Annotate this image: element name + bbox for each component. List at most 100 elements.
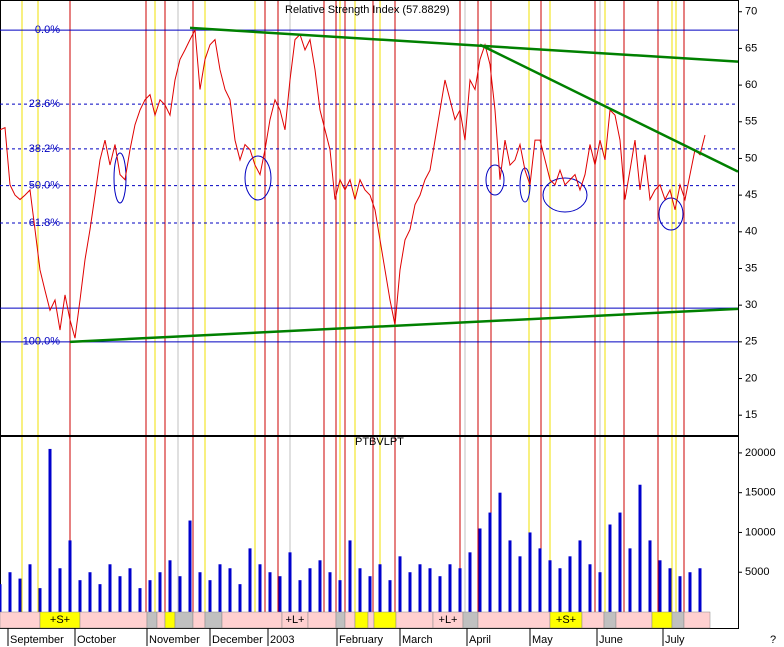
fib-label: 50.0% [29, 179, 60, 191]
trend-line [69, 307, 739, 344]
y-tick-label: 15000 [745, 487, 776, 499]
volume-bar [318, 560, 322, 612]
y-tick-label: 70 [745, 6, 757, 18]
volume-bar [48, 448, 52, 612]
signal-segment [156, 611, 166, 629]
y-tick-label: 50 [745, 152, 757, 164]
y-tick-label: 20 [745, 372, 757, 384]
y-tick-label: 10000 [745, 526, 776, 538]
volume-bar [348, 540, 352, 612]
y-tick-label: 45 [745, 189, 757, 201]
fib-label: 100.0% [23, 336, 61, 348]
volume-bar [638, 484, 642, 612]
volume-bar [498, 492, 502, 612]
volume-bar [388, 580, 392, 612]
volume-bar [178, 576, 182, 612]
signal-segment [477, 611, 551, 629]
x-tick-label: May [532, 634, 553, 646]
volume-bar [548, 560, 552, 612]
signal-segment [367, 611, 375, 629]
volume-bar [648, 540, 652, 612]
volume-bar [118, 576, 122, 612]
x-tick-label: July [665, 634, 685, 646]
signal-segment [335, 611, 346, 629]
y-tick-label: 40 [745, 226, 757, 238]
volume-bar [688, 572, 692, 612]
x-tick-label: April [469, 634, 491, 646]
trend-line [479, 43, 739, 173]
volume-bar [98, 584, 102, 612]
x-tick-label: October [77, 634, 116, 646]
volume-bar [368, 576, 372, 612]
signal-segment [395, 611, 434, 629]
volume-bar [358, 568, 362, 612]
volume-bar [528, 532, 532, 612]
signal-segment [174, 611, 194, 629]
ellipse [542, 177, 588, 213]
volume-bar [138, 588, 142, 612]
y-tick-label: 15 [745, 409, 757, 421]
corner-mark: ? [770, 634, 776, 646]
y-tick-label: 65 [745, 42, 757, 54]
signal-segment [581, 611, 605, 629]
y-tick-label: 20000 [745, 447, 776, 459]
volume-bar [248, 548, 252, 612]
volume-bar [428, 568, 432, 612]
fib-label: 0.0% [35, 24, 60, 36]
volume-bar [78, 580, 82, 612]
fib-label: 61.8% [29, 217, 60, 229]
volume-bar [38, 588, 42, 612]
signal-segment [683, 611, 711, 629]
signal-segment [146, 611, 158, 629]
volume-bar [578, 540, 582, 612]
signal-segment [307, 611, 337, 629]
x-tick-label: December [212, 634, 263, 646]
signal-segment [603, 611, 617, 629]
ellipse [658, 197, 684, 231]
volume-bar [468, 552, 472, 612]
volume-bar [68, 540, 72, 612]
volume-bar [518, 556, 522, 612]
signal-segment [354, 611, 369, 629]
volume-bar [478, 528, 482, 612]
fib-label: 23.6% [29, 98, 60, 110]
signal-label: +L+ [286, 614, 305, 626]
volume-bar [538, 548, 542, 612]
volume-bar [508, 540, 512, 612]
x-tick-label: June [599, 634, 623, 646]
signal-label: +L+ [439, 614, 458, 626]
volume-bar [378, 564, 382, 612]
volume-bar [678, 576, 682, 612]
volume-bar [328, 572, 332, 612]
volume-bar [448, 564, 452, 612]
trend-line [189, 26, 739, 63]
volume-bar [288, 552, 292, 612]
volume-bar [628, 548, 632, 612]
fib-label: 38.2% [29, 143, 60, 155]
volume-title: PTBVLPT [355, 436, 404, 448]
y-tick-label: 5000 [745, 566, 769, 578]
volume-bar [128, 568, 132, 612]
volume-bar [168, 560, 172, 612]
volume-bar [58, 568, 62, 612]
signal-segment [164, 611, 176, 629]
signal-label: +S+ [556, 614, 576, 626]
x-tick-label: February [339, 634, 384, 646]
volume-bar [228, 568, 232, 612]
volume-bar [408, 572, 412, 612]
volume-bar [268, 572, 272, 612]
signal-segment [204, 611, 223, 629]
vertical-signals [21, 0, 685, 612]
volume-bar [698, 568, 702, 612]
volume-bar [618, 512, 622, 612]
volume-bar [658, 560, 662, 612]
signal-segment [221, 611, 283, 629]
x-tick-label: September [10, 634, 64, 646]
volume-bar [208, 580, 212, 612]
ellipse [244, 155, 272, 201]
volume-bar [88, 572, 92, 612]
volume-bar [8, 572, 12, 612]
